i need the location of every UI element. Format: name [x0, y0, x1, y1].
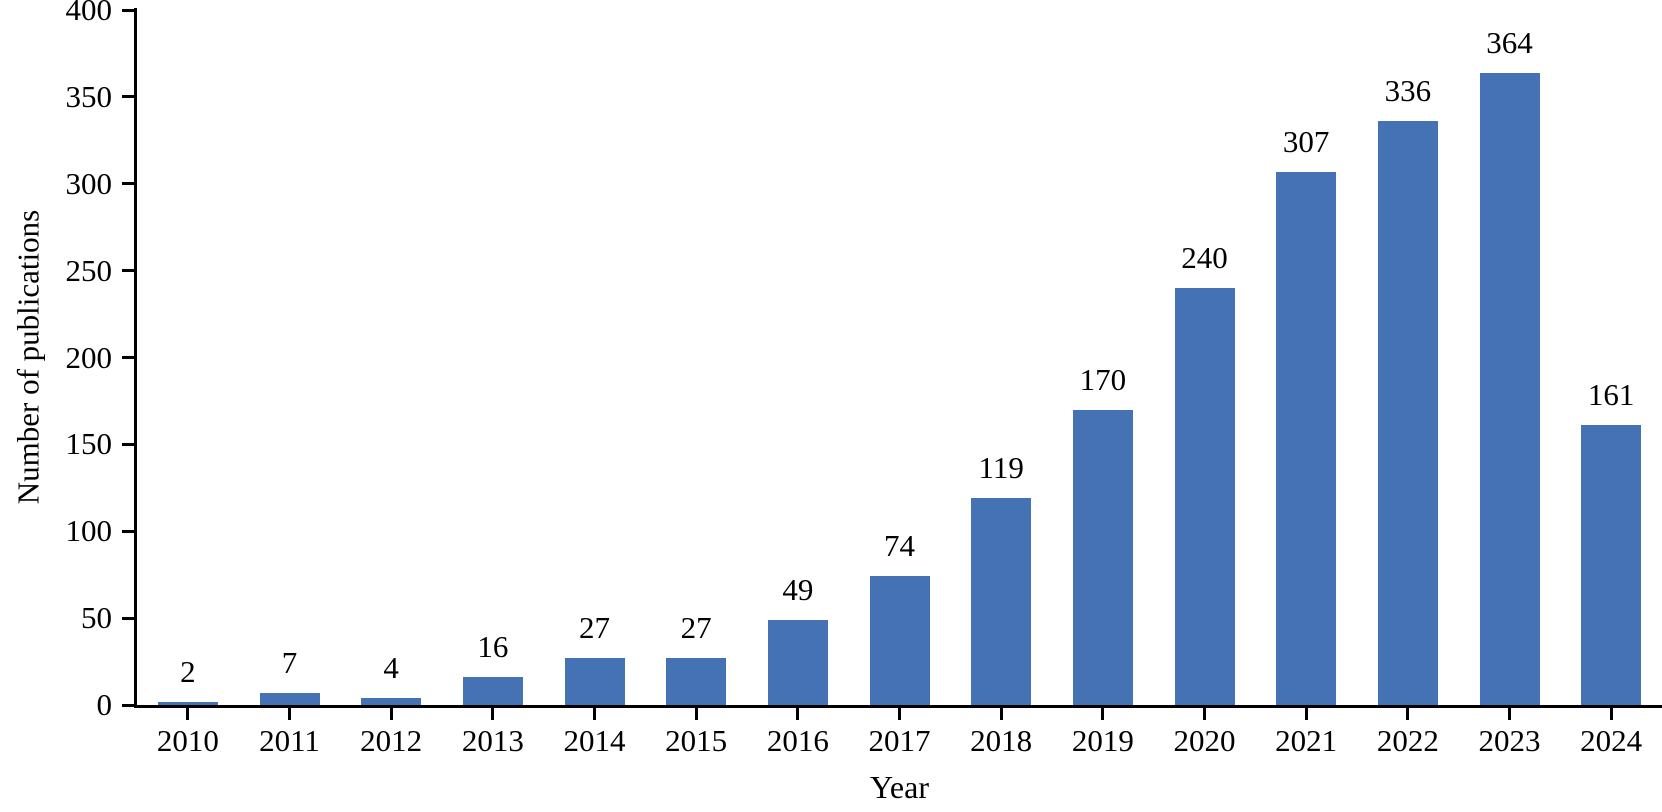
y-tick-mark — [122, 529, 135, 533]
bar — [666, 658, 727, 705]
bar — [1174, 288, 1235, 705]
x-tick-mark — [491, 705, 495, 720]
bar — [361, 698, 422, 705]
y-tick-label: 100 — [65, 513, 113, 549]
bar — [564, 658, 625, 705]
y-tick-label: 150 — [65, 426, 113, 462]
x-tick-label: 2015 — [665, 723, 728, 758]
x-tick-mark — [1508, 705, 1511, 720]
y-tick-label: 50 — [81, 600, 112, 636]
x-tick-mark — [796, 705, 800, 720]
bar-value-label: 27 — [579, 610, 610, 646]
x-tick-label: 2022 — [1376, 723, 1439, 758]
x-tick-mark — [1101, 705, 1105, 720]
x-tick-mark — [186, 705, 190, 720]
bar-value-label: 4 — [383, 650, 399, 686]
bar-value-label: 16 — [477, 629, 509, 665]
bar — [1072, 409, 1133, 705]
y-tick-label: 350 — [65, 78, 113, 114]
x-axis-title: Year — [870, 769, 929, 805]
bar — [869, 576, 930, 705]
x-tick-label: 2013 — [461, 723, 524, 758]
bar — [971, 498, 1032, 705]
bar — [1276, 171, 1337, 705]
x-tick-mark — [288, 705, 291, 720]
bar-value-label: 49 — [782, 571, 814, 607]
bar-value-label: 161 — [1587, 377, 1635, 413]
x-tick-mark — [694, 705, 698, 720]
y-tick-mark — [122, 703, 135, 707]
y-tick-mark — [122, 8, 135, 12]
x-tick-mark — [1203, 705, 1206, 720]
y-tick-label: 250 — [65, 252, 113, 288]
x-tick-mark — [593, 705, 596, 720]
bar-value-label: 7 — [281, 644, 298, 680]
bar-value-label: 240 — [1181, 240, 1228, 275]
y-tick-mark — [122, 95, 135, 99]
x-tick-label: 2018 — [970, 723, 1033, 758]
bar-value-label: 74 — [884, 528, 915, 564]
x-tick-label: 2016 — [766, 723, 829, 758]
y-tick-mark — [122, 442, 135, 446]
bar-value-label: 27 — [680, 610, 712, 646]
x-tick-mark — [898, 705, 901, 720]
y-tick-mark — [122, 269, 135, 273]
y-tick-mark — [122, 356, 135, 359]
bar-value-label: 364 — [1486, 24, 1533, 60]
x-tick-label: 2023 — [1478, 723, 1541, 758]
bar-value-label: 2 — [180, 653, 196, 689]
bar-value-label: 170 — [1079, 361, 1127, 397]
y-tick-label: 400 — [65, 0, 113, 27]
y-tick-mark — [122, 616, 135, 620]
bar — [462, 677, 523, 705]
bar — [1581, 425, 1642, 705]
x-tick-mark — [1304, 705, 1308, 720]
x-tick-label: 2024 — [1580, 723, 1643, 758]
x-tick-label: 2010 — [156, 723, 219, 758]
x-tick-mark — [1406, 705, 1410, 720]
y-axis-spine — [134, 8, 137, 708]
x-tick-mark — [999, 705, 1003, 720]
x-tick-mark — [1609, 705, 1613, 720]
x-tick-label: 2012 — [360, 723, 423, 758]
x-tick-label: 2011 — [259, 723, 320, 758]
x-tick-label: 2019 — [1071, 723, 1134, 758]
x-tick-label: 2020 — [1173, 723, 1236, 758]
x-tick-label: 2017 — [868, 723, 931, 758]
bar-value-label: 307 — [1282, 123, 1330, 159]
x-tick-mark — [389, 705, 393, 720]
bar — [1377, 121, 1438, 705]
y-tick-label: 300 — [65, 165, 113, 201]
bar-value-label: 336 — [1384, 73, 1432, 109]
y-tick-mark — [122, 182, 135, 186]
bar — [157, 701, 218, 705]
bar-value-label: 119 — [978, 450, 1024, 486]
x-tick-label: 2021 — [1275, 723, 1338, 758]
bar — [259, 692, 320, 705]
x-tick-label: 2014 — [563, 723, 626, 758]
y-tick-label: 0 — [96, 687, 113, 722]
y-tick-label: 200 — [65, 339, 113, 375]
bar — [1479, 72, 1540, 705]
bar — [767, 619, 828, 705]
